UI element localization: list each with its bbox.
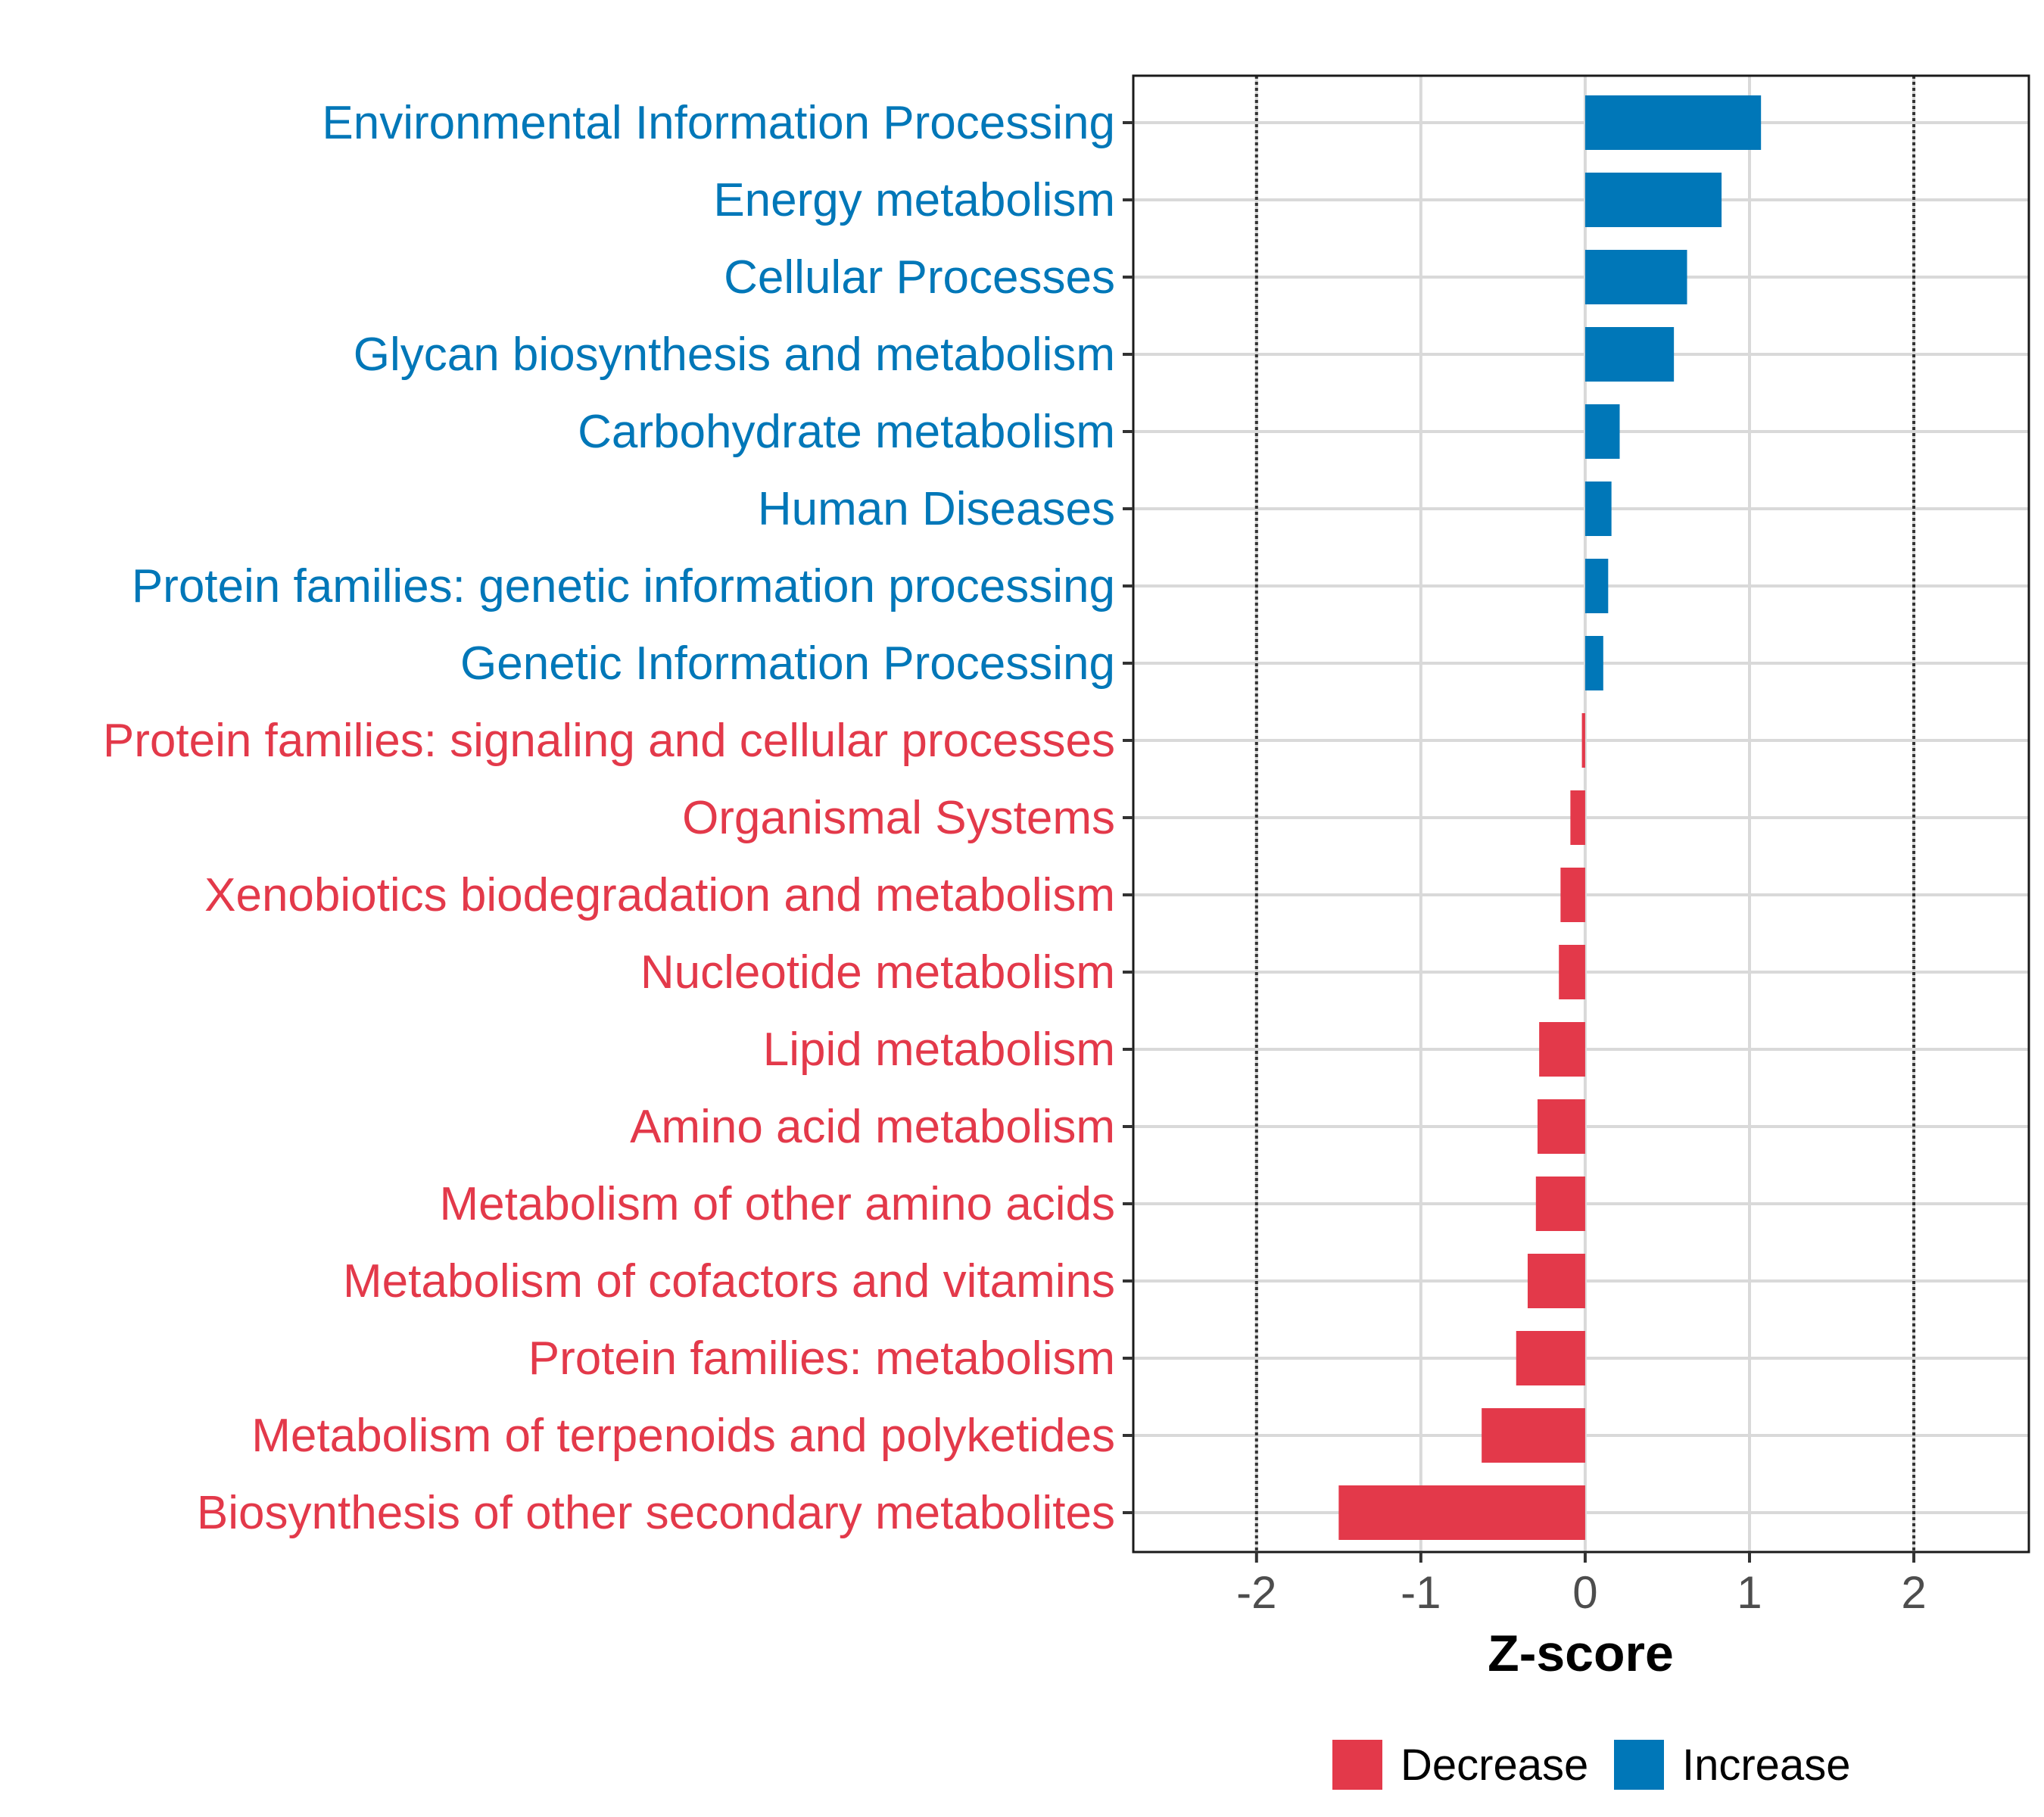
category-label-12: Lipid metabolism bbox=[763, 1024, 1115, 1076]
bar-14 bbox=[1535, 1177, 1585, 1231]
category-label-10: Xenobiotics biodegradation and metabolis… bbox=[204, 869, 1115, 921]
bar-17 bbox=[1482, 1408, 1585, 1463]
bar-9 bbox=[1570, 790, 1585, 845]
category-label-17: Metabolism of terpenoids and polyketides bbox=[251, 1410, 1115, 1462]
bar-1 bbox=[1584, 173, 1722, 227]
x-axis-ticks: -2 -1 0 1 2 bbox=[1236, 1552, 1927, 1618]
legend-key-decrease bbox=[1332, 1740, 1382, 1790]
category-label-5: Human Diseases bbox=[758, 483, 1115, 535]
bars bbox=[1338, 95, 1762, 1540]
bar-18 bbox=[1338, 1485, 1585, 1540]
y-axis-ticks bbox=[1123, 121, 1133, 1514]
x-tick-label-2: 0 bbox=[1572, 1567, 1597, 1618]
x-tick-label-4: 2 bbox=[1901, 1567, 1926, 1618]
bar-12 bbox=[1539, 1022, 1585, 1077]
legend-label-decrease: Decrease bbox=[1401, 1741, 1588, 1790]
category-label-7: Genetic Information Processing bbox=[460, 637, 1115, 690]
category-label-1: Energy metabolism bbox=[713, 174, 1115, 226]
x-tick-label-1: -1 bbox=[1401, 1567, 1441, 1618]
bar-6 bbox=[1584, 559, 1609, 613]
category-label-4: Carbohydrate metabolism bbox=[578, 406, 1115, 458]
category-label-2: Cellular Processes bbox=[724, 251, 1115, 304]
x-axis-title: Z-score bbox=[1488, 1625, 1674, 1682]
bar-7 bbox=[1584, 636, 1603, 690]
category-label-11: Nucleotide metabolism bbox=[640, 946, 1115, 999]
bar-0 bbox=[1584, 95, 1762, 150]
bar-15 bbox=[1527, 1254, 1585, 1308]
legend: Decrease Increase bbox=[1332, 1740, 1850, 1790]
bar-4 bbox=[1584, 404, 1620, 459]
category-label-0: Environmental Information Processing bbox=[322, 97, 1115, 149]
category-label-15: Metabolism of cofactors and vitamins bbox=[343, 1255, 1115, 1307]
category-label-14: Metabolism of other amino acids bbox=[439, 1178, 1115, 1230]
panel-border bbox=[1132, 74, 2030, 1554]
bar-13 bbox=[1537, 1099, 1585, 1154]
bar-8 bbox=[1581, 713, 1585, 768]
x-tick-label-0: -2 bbox=[1236, 1567, 1276, 1618]
category-label-3: Glycan biosynthesis and metabolism bbox=[354, 329, 1115, 381]
bar-2 bbox=[1584, 250, 1687, 304]
x-tick-label-3: 1 bbox=[1737, 1567, 1762, 1618]
bar-3 bbox=[1584, 327, 1675, 382]
reference-lines bbox=[1254, 76, 1916, 1552]
bar-5 bbox=[1584, 482, 1612, 536]
category-label-18: Biosynthesis of other secondary metaboli… bbox=[197, 1487, 1115, 1539]
legend-key-increase bbox=[1614, 1740, 1664, 1790]
bar-16 bbox=[1516, 1331, 1585, 1385]
category-label-6: Protein families: genetic information pr… bbox=[132, 560, 1115, 612]
category-label-16: Protein families: metabolism bbox=[528, 1332, 1115, 1385]
y-axis-labels: Environmental Information Processing Ener… bbox=[103, 97, 1115, 1539]
legend-label-increase: Increase bbox=[1682, 1741, 1850, 1790]
bar-10 bbox=[1560, 868, 1585, 922]
category-label-13: Amino acid metabolism bbox=[630, 1101, 1115, 1153]
category-label-9: Organismal Systems bbox=[682, 792, 1115, 844]
category-label-8: Protein families: signaling and cellular… bbox=[103, 715, 1115, 767]
bar-11 bbox=[1559, 945, 1585, 999]
